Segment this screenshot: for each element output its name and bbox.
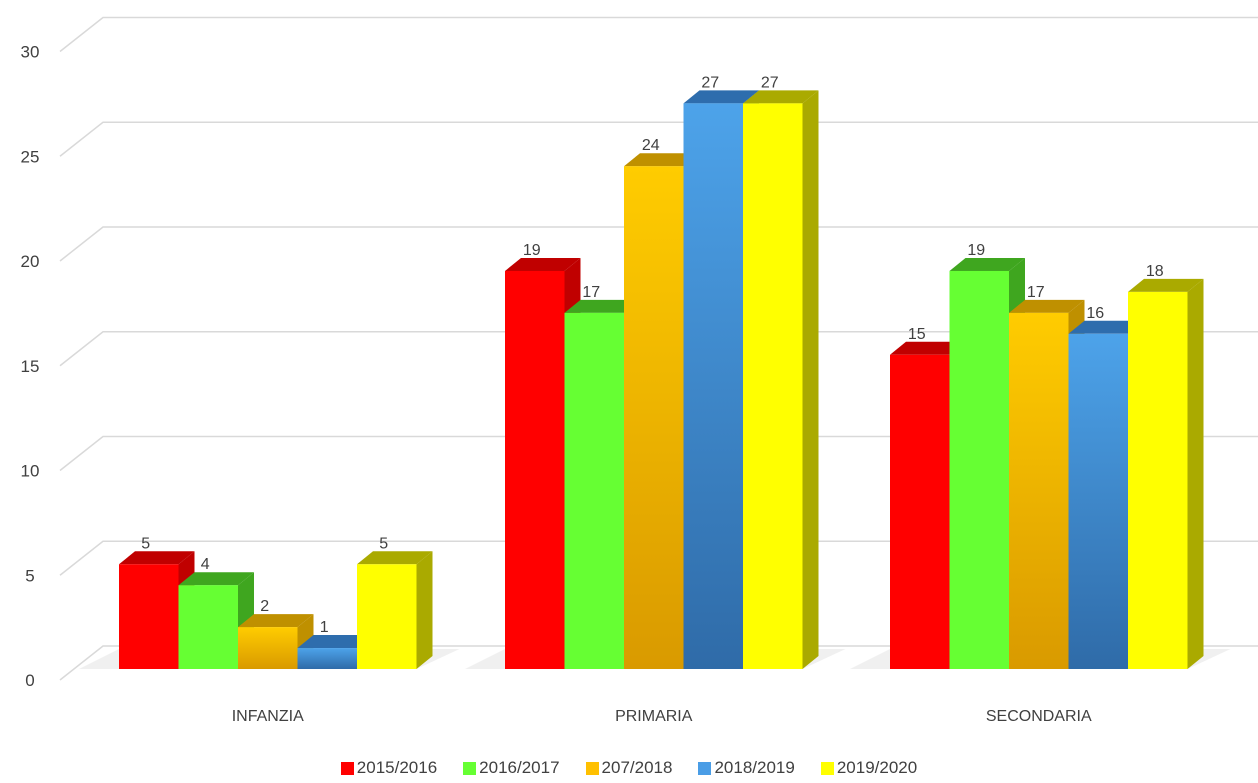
- data-label: 24: [642, 137, 660, 154]
- bar-top: [1009, 299, 1085, 313]
- legend-label: 207/2018: [601, 758, 673, 777]
- y-tick-label: 0: [25, 671, 34, 690]
- bar: [119, 564, 179, 669]
- y-tick-label: 5: [25, 566, 34, 585]
- legend-swatch: [820, 761, 834, 775]
- category-label: INFANZIA: [232, 708, 304, 725]
- gridline: [59, 226, 1258, 262]
- data-label: 5: [141, 535, 150, 552]
- bar: [624, 166, 684, 669]
- y-tick-label: 20: [21, 252, 40, 271]
- bar: [1128, 291, 1188, 669]
- data-label: 4: [201, 556, 210, 573]
- category-label: PRIMARIA: [615, 708, 693, 725]
- bars: [119, 90, 1204, 670]
- legend-label: 2019/2020: [836, 758, 918, 777]
- legend-label: 2016/2017: [479, 758, 560, 777]
- gridline: [59, 540, 1258, 576]
- bar-top: [683, 90, 759, 104]
- data-label: 27: [701, 74, 719, 91]
- gridline: [59, 645, 1258, 681]
- gridline: [59, 121, 1258, 157]
- bar: [1068, 333, 1128, 669]
- bar-top: [624, 153, 700, 167]
- data-label: 18: [1146, 263, 1164, 280]
- y-axis-ticks: 0 5 10 15 20 25 30: [21, 43, 40, 691]
- legend-swatch: [463, 761, 477, 775]
- data-label: 2: [260, 598, 269, 615]
- bar-top: [178, 572, 254, 586]
- gridline: [59, 331, 1258, 367]
- y-tick-label: 15: [21, 357, 40, 376]
- bar: [357, 564, 417, 669]
- bar-top: [890, 341, 966, 355]
- data-label: 5: [379, 535, 388, 552]
- legend-label: 2015/2016: [356, 758, 438, 777]
- bar: [949, 270, 1009, 669]
- gridline: [59, 435, 1258, 472]
- gridline: [59, 16, 1258, 53]
- data-label: 17: [582, 284, 600, 301]
- data-label: 15: [908, 326, 926, 343]
- data-label: 16: [1086, 305, 1104, 322]
- data-label: 19: [523, 242, 541, 259]
- bar-top: [1068, 320, 1144, 334]
- bar: [178, 585, 238, 669]
- y-tick-label: 10: [21, 462, 40, 481]
- bar: [238, 627, 298, 669]
- data-label: 27: [761, 74, 779, 91]
- legend-swatch: [340, 761, 354, 775]
- bar-side: [1187, 278, 1204, 669]
- y-tick-label: 25: [21, 147, 40, 166]
- legend-swatch: [585, 761, 599, 775]
- bar: [1009, 312, 1069, 669]
- bar: [743, 103, 803, 670]
- data-label: 17: [1027, 284, 1045, 301]
- bar-top: [119, 551, 195, 565]
- bar-top: [505, 257, 581, 271]
- bar: [564, 312, 624, 669]
- data-label: 19: [967, 242, 985, 259]
- x-axis-categories: INFANZIA PRIMARIA SECONDARIA: [232, 708, 1092, 725]
- bar: [683, 103, 743, 670]
- legend-item: 2016/2017: [463, 758, 560, 778]
- legend: 2015/2016 2016/2017 207/2018 2018/2019 2019/…: [0, 758, 1258, 778]
- bar-top: [743, 90, 819, 104]
- legend-swatch: [698, 761, 712, 775]
- data-label: 1: [320, 619, 329, 636]
- bar-top: [357, 551, 433, 565]
- legend-label: 2018/2019: [714, 758, 795, 777]
- bar-side: [802, 90, 819, 670]
- legend-item: 2018/2019: [698, 758, 795, 778]
- y-tick-label: 30: [21, 43, 40, 62]
- bar-top: [1128, 278, 1204, 292]
- bar-side: [416, 551, 433, 669]
- bar: [890, 354, 950, 669]
- bar: [505, 270, 565, 669]
- category-label: SECONDARIA: [986, 708, 1092, 725]
- legend-item: 2015/2016: [340, 758, 438, 778]
- bar-top: [564, 299, 640, 313]
- legend-item: 207/2018: [585, 758, 673, 778]
- bar-top: [238, 614, 314, 628]
- bar: [297, 648, 357, 669]
- bar-top: [949, 257, 1025, 271]
- legend-item: 2019/2020: [820, 758, 918, 778]
- gridlines: [59, 16, 1258, 681]
- bar-top: [297, 635, 373, 649]
